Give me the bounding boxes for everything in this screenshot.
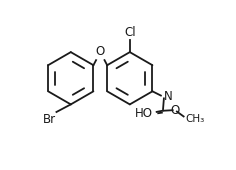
Text: Br: Br xyxy=(42,113,56,126)
Text: Cl: Cl xyxy=(124,27,136,39)
Text: O: O xyxy=(96,45,105,58)
Text: HO: HO xyxy=(135,107,153,120)
Text: O: O xyxy=(171,104,180,117)
Text: CH₃: CH₃ xyxy=(185,114,205,124)
Text: N: N xyxy=(163,90,172,103)
